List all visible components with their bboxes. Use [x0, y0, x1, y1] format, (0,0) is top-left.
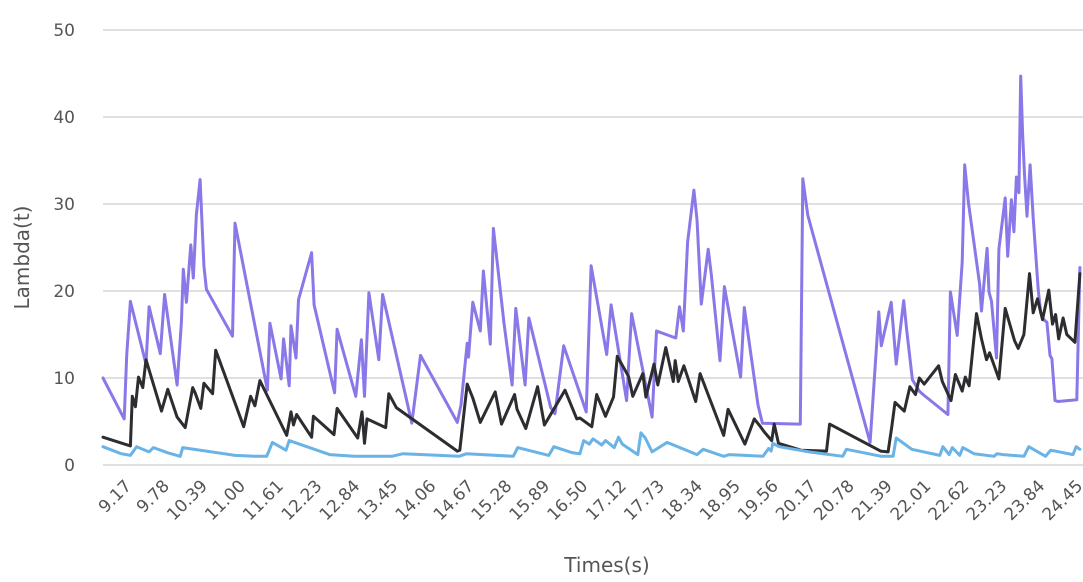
- y-axis-ticks: 0 10 20 30 40 50: [53, 21, 75, 476]
- x-tick-label: 15.28: [468, 476, 517, 525]
- x-axis-ticks: 9.179.7810.3911.0011.6112.2312.8413.4514…: [95, 476, 1083, 525]
- x-tick-label: 15.89: [506, 476, 555, 525]
- x-tick-label: 18.95: [696, 476, 745, 525]
- x-tick-label: 22.01: [887, 476, 936, 525]
- series-lines: [101, 74, 1082, 458]
- x-tick-label: 9.17: [95, 476, 136, 517]
- y-tick-label: 0: [64, 456, 75, 476]
- y-tick-label: 10: [53, 369, 75, 389]
- x-tick-label: 22.62: [925, 476, 974, 525]
- x-tick-label: 16.50: [544, 476, 593, 525]
- x-tick-label: 20.78: [810, 476, 859, 525]
- x-tick-label: 23.84: [1001, 476, 1050, 525]
- x-tick-label: 12.84: [316, 476, 365, 525]
- x-tick-label: 17.73: [620, 476, 669, 525]
- x-tick-label: 11.00: [201, 476, 250, 525]
- x-tick-label: 11.61: [239, 476, 288, 525]
- y-tick-label: 50: [53, 21, 75, 41]
- x-tick-label: 12.23: [278, 476, 327, 525]
- grid-lines: [103, 29, 1083, 379]
- x-tick-label: 24.45: [1039, 476, 1083, 525]
- y-tick-label: 20: [53, 282, 75, 302]
- y-axis-title: Lambda(t): [10, 206, 34, 310]
- x-axis-title: Times(s): [563, 553, 649, 577]
- x-tick-label: 23.23: [963, 476, 1012, 525]
- x-tick-label: 17.12: [582, 476, 631, 525]
- x-tick-label: 21.39: [848, 476, 897, 525]
- x-tick-label: 19.56: [734, 476, 783, 525]
- series-line-3: [101, 431, 1082, 458]
- y-tick-label: 30: [53, 195, 75, 215]
- x-tick-label: 18.34: [658, 476, 707, 525]
- series-line-1: [101, 74, 1082, 444]
- y-tick-label: 40: [53, 108, 75, 128]
- x-tick-label: 14.06: [392, 476, 441, 525]
- x-tick-label: 13.45: [354, 476, 403, 525]
- x-tick-label: 10.39: [163, 476, 212, 525]
- x-tick-label: 20.17: [772, 476, 821, 525]
- x-tick-label: 14.67: [430, 476, 479, 525]
- series-line-2: [101, 272, 1082, 454]
